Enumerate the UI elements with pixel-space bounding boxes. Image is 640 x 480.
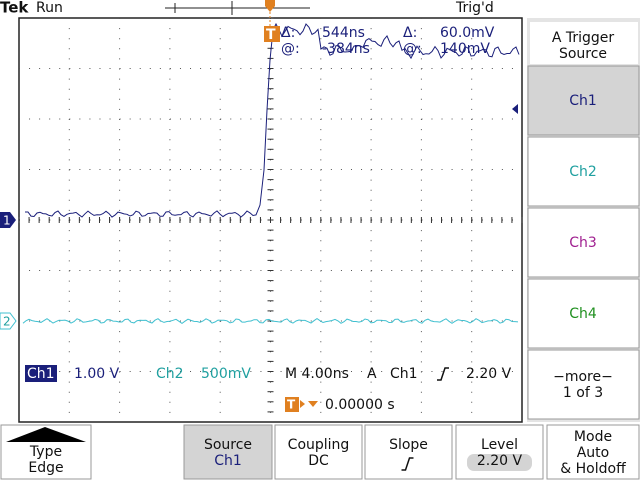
bottom-menu-label[interactable]: Slope <box>389 437 428 453</box>
level-value-box <box>467 454 532 471</box>
trigger-source: Ch1 <box>390 366 418 382</box>
side-menu-title: A Trigger <box>552 30 615 46</box>
trigger-level-arrow <box>512 104 518 114</box>
ch1-scale: 1.00 V <box>74 366 120 382</box>
bottom-menu-label[interactable]: 2.20 V <box>477 453 523 469</box>
side-menu-button-label[interactable]: Ch3 <box>569 235 597 251</box>
bottom-menu-label[interactable]: Coupling <box>288 437 350 453</box>
side-menu-button-label[interactable]: Ch4 <box>569 306 597 322</box>
trigger-t-letter: T <box>287 398 296 412</box>
cursor-value: 60.0mV <box>440 25 495 41</box>
trigger-t-letter: T <box>266 27 276 43</box>
ch2-marker-label: 2 <box>3 315 11 329</box>
bottom-menu-label[interactable]: Mode <box>574 429 612 445</box>
bottom-menu-label[interactable]: & Holdoff <box>560 461 626 477</box>
trigger-pos-marker <box>265 0 275 12</box>
graticule <box>18 17 523 423</box>
bottom-menu-button[interactable] <box>546 424 640 480</box>
side-menu-button-label[interactable]: Ch1 <box>569 93 597 109</box>
trigger-t-icon <box>285 397 299 412</box>
bottom-menu-label[interactable]: Edge <box>28 460 63 476</box>
side-menu-title: Source <box>559 46 607 62</box>
ch1-marker-label: 1 <box>3 214 11 228</box>
ch2-marker <box>0 312 17 330</box>
bottom-menu-button[interactable] <box>364 424 453 480</box>
side-menu-button[interactable] <box>527 349 640 420</box>
ch2-label: Ch2 <box>156 366 184 382</box>
ch2-trace <box>22 317 519 325</box>
side-menu-button-label[interactable]: 1 of 3 <box>563 385 603 401</box>
trigger-position: 0.00000 s <box>325 397 395 413</box>
cursor-label: @: <box>281 41 300 57</box>
trigger-pos-arrows <box>300 400 318 408</box>
slope-icon <box>437 367 449 381</box>
cursor-value: -384ns <box>322 41 370 57</box>
bottom-menu-button[interactable] <box>183 424 273 480</box>
side-menu-button[interactable] <box>527 65 640 136</box>
bottom-menu-button[interactable] <box>274 424 363 480</box>
trigger-state: Trig'd <box>455 0 494 16</box>
trigger-level: 2.20 V <box>466 366 512 382</box>
side-menu-button[interactable] <box>527 278 640 349</box>
ch1-label-box <box>25 365 57 382</box>
bottom-menu-label[interactable]: Type <box>29 444 62 460</box>
cursor-value: 544ns <box>322 25 365 41</box>
cursor-value: 140mV <box>440 41 490 57</box>
side-menu-button[interactable] <box>527 136 640 207</box>
bottom-menu-label[interactable]: Level <box>481 437 518 453</box>
timebase: M 4.00ns <box>285 366 349 382</box>
side-menu-title-box <box>530 22 638 64</box>
cursor-label: @: <box>403 41 422 57</box>
menu-pointer <box>6 427 86 442</box>
bottom-menu-label[interactable]: DC <box>308 453 329 469</box>
ch1-label: Ch1 <box>27 366 55 382</box>
slope-icon <box>401 457 414 471</box>
ch2-scale: 500mV <box>201 366 251 382</box>
trigger-t-icon <box>264 26 280 42</box>
brand: Tek <box>0 0 29 17</box>
bottom-menu-label[interactable]: Source <box>204 437 252 453</box>
ch1-marker <box>0 212 16 228</box>
bottom-menu-label[interactable]: Auto <box>577 445 610 461</box>
cursor-label: Δ: <box>281 25 295 41</box>
run-status: Run <box>36 0 63 16</box>
side-menu-button-label[interactable]: Ch2 <box>569 164 597 180</box>
trigger-mode: A <box>367 366 377 382</box>
side-menu-button[interactable] <box>527 207 640 278</box>
side-menu-button-label[interactable]: −more− <box>553 369 613 385</box>
cursor-label: Δ: <box>403 25 417 41</box>
bottom-menu-label[interactable]: Ch1 <box>214 453 242 469</box>
